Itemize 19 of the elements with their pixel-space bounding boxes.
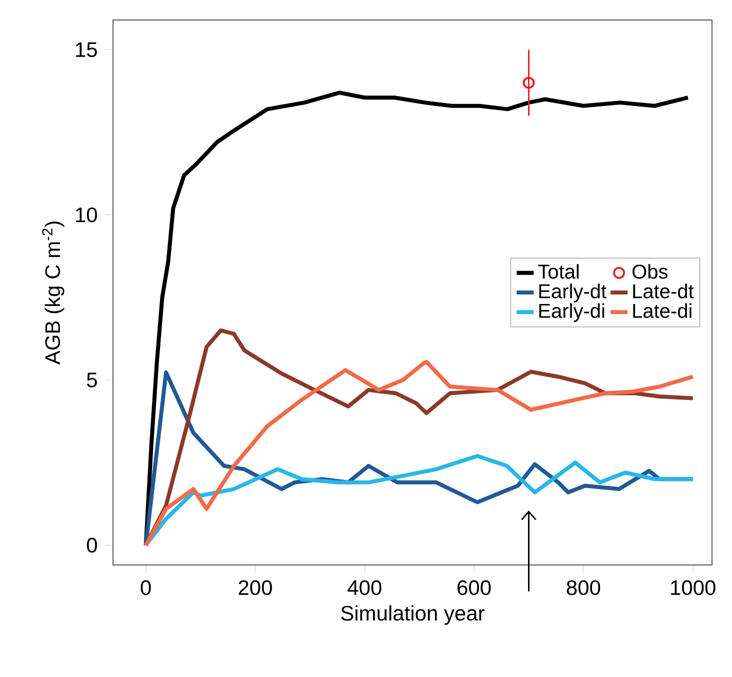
legend-label: Obs [632,264,668,279]
legend-label: Late-dt [633,284,694,298]
y-tick-label: 10 [76,207,97,222]
x-tick-label: 0 [140,580,151,596]
y-axis-title: AGB (kg C m$^{-2}$) [42,222,64,365]
legend-label: Total [538,264,579,279]
y-tick-label: 15 [76,42,97,58]
x-tick-label: 200 [238,580,272,596]
x-tick-label: 1000 [671,580,716,596]
legend-label: Early-dt [539,284,606,302]
x-axis-title: Simulation year [341,605,484,625]
x-tick-label: 800 [566,580,600,596]
legend-label: Early-di [539,303,604,322]
x-tick-label: 600 [458,580,491,596]
x-tick-label: 400 [348,580,382,596]
y-tick-label: 0 [86,538,97,553]
y-tick-label: 5 [86,372,97,388]
legend-label: Late-di [633,303,692,318]
line-series [144,454,695,548]
